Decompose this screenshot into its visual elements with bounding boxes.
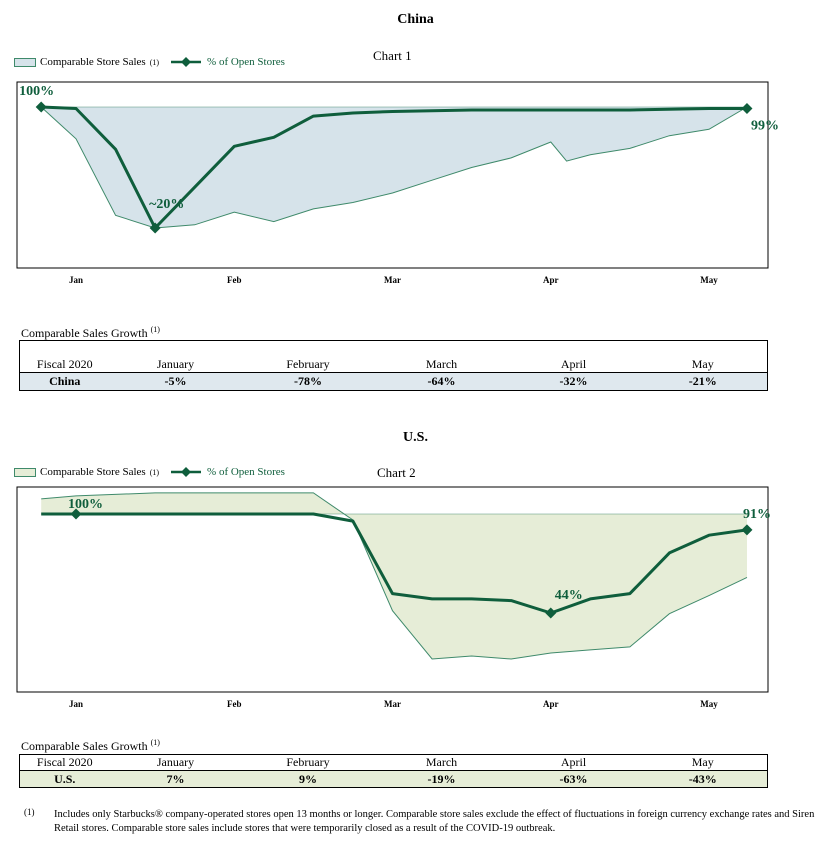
x-tick-label: May — [700, 699, 718, 709]
table-header-row: Fiscal 2020 January February March April… — [20, 341, 768, 373]
x-tick-label: Feb — [227, 275, 242, 285]
table-cell: 9% — [299, 771, 317, 786]
legend-line-swatch — [171, 467, 202, 477]
data-label: 44% — [555, 588, 583, 603]
us-title: U.S. — [403, 430, 428, 445]
table-cell: U.S. — [54, 771, 76, 786]
footnote-marker: (1) — [24, 807, 35, 817]
data-label: 100% — [68, 497, 103, 512]
table-cell: -64% — [427, 374, 456, 388]
open-stores-marker — [545, 607, 557, 619]
open-stores-marker — [149, 222, 161, 234]
china-chart: 100% ~20% 99% Jan Feb Mar Apr May — [16, 81, 779, 285]
legend-area-sup: (1) — [149, 57, 160, 67]
footnote-text: Includes only Starbucks® company-operate… — [54, 809, 815, 835]
legend-line-label: % of Open Stores — [207, 56, 285, 68]
table-row: China -5% -78% -64% -32% -21% — [19, 372, 768, 391]
table-header: Fiscal 2020 — [36, 755, 93, 769]
open-stores-marker — [70, 508, 82, 520]
x-tick-label: Feb — [227, 699, 242, 709]
table-header-row: Fiscal 2020 January February March April… — [20, 755, 768, 771]
us-legend: Comparable Store Sales (1) % of Open Sto… — [14, 466, 285, 478]
legend-area-label: Comparable Store Sales — [40, 466, 146, 478]
legend-area-sup: (1) — [149, 467, 160, 477]
table-caption-text: Comparable Sales Growth — [21, 326, 148, 340]
x-tick-label: Apr — [543, 699, 559, 709]
table-caption-sup: (1) — [150, 738, 160, 747]
open-stores-line — [41, 512, 748, 615]
table-cell: China — [49, 374, 81, 388]
open-stores-marker — [741, 524, 753, 536]
comparable-sales-outline — [40, 106, 748, 229]
data-label: 100% — [19, 84, 54, 99]
china-legend: Comparable Store Sales (1) % of Open Sto… — [14, 56, 285, 68]
legend-area-swatch — [14, 57, 36, 67]
table-cell: 7% — [166, 771, 185, 786]
table-header: January — [156, 357, 195, 371]
table-cell: -43% — [688, 771, 717, 786]
table-caption-text: Comparable Sales Growth — [21, 739, 148, 753]
table-header: March — [425, 357, 458, 371]
comparable-sales-area — [41, 492, 747, 659]
table-row: U.S. 7% 9% -19% -63% -43% — [19, 770, 768, 788]
open-stores-line — [41, 105, 747, 230]
table-cell: -21% — [688, 374, 717, 388]
x-tick-label: Jan — [69, 275, 83, 285]
us-chart: 100% 44% 91% Jan Feb Mar Apr May — [16, 486, 771, 709]
legend-line-label: % of Open Stores — [207, 466, 285, 478]
table-caption-sup: (1) — [150, 325, 160, 334]
data-label: ~20% — [149, 197, 184, 212]
chart-1-label: Chart 1 — [373, 48, 412, 63]
table-header: April — [560, 357, 587, 371]
legend-area-swatch — [14, 467, 36, 477]
x-tick-label: Mar — [384, 699, 401, 709]
comparable-sales-area — [41, 107, 747, 228]
table-cell: -5% — [164, 374, 187, 388]
legend-area-label: Comparable Store Sales — [40, 56, 146, 68]
table-header: Fiscal 2020 — [36, 357, 93, 371]
us-sales-table: Fiscal 2020 January February March April… — [19, 754, 768, 788]
data-label: 91% — [743, 507, 771, 522]
table-header: January — [156, 755, 195, 769]
x-tick-label: Apr — [543, 275, 559, 285]
us-table-caption: Comparable Sales Growth (1) — [21, 738, 160, 754]
x-tick-label: Mar — [384, 275, 401, 285]
china-table-caption: Comparable Sales Growth (1) — [21, 325, 160, 341]
legend-line-swatch — [171, 57, 202, 67]
table-cell: -63% — [559, 771, 588, 786]
table-header: February — [286, 755, 330, 769]
chart-2-label: Chart 2 — [377, 465, 416, 480]
table-header: May — [691, 357, 714, 371]
x-tick-label: Jan — [69, 699, 83, 709]
x-tick-label: May — [700, 275, 718, 285]
table-cell: -78% — [294, 374, 322, 388]
table-cell: -19% — [427, 771, 456, 786]
open-stores-marker — [35, 101, 47, 113]
table-header: February — [286, 357, 330, 371]
table-header: May — [691, 755, 714, 769]
open-stores-marker — [741, 103, 753, 115]
china-sales-table: Fiscal 2020 January February March April… — [19, 340, 768, 391]
table-header: March — [425, 755, 458, 769]
table-cell: -32% — [559, 374, 588, 388]
data-label: 99% — [751, 119, 779, 134]
comparable-sales-outline — [41, 492, 748, 660]
china-title: China — [397, 12, 434, 27]
table-header: April — [560, 755, 587, 769]
